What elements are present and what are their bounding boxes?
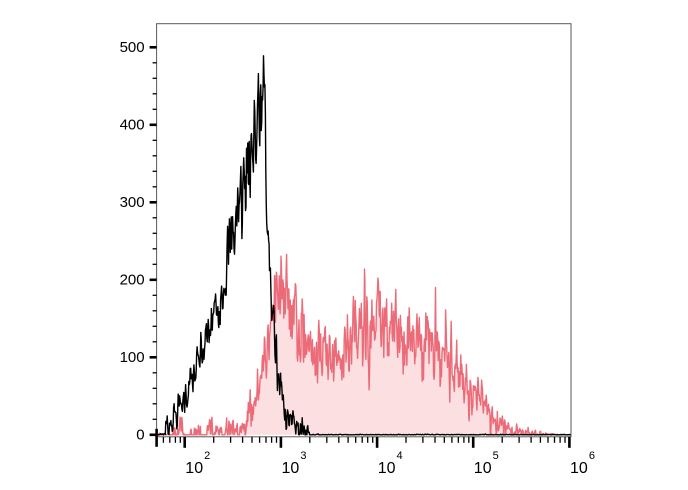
svg-text:2: 2 [204,450,210,462]
svg-text:6: 6 [589,450,595,462]
svg-text:100: 100 [120,349,145,366]
svg-text:10: 10 [570,460,588,477]
svg-text:4: 4 [397,450,403,462]
svg-text:3: 3 [300,450,306,462]
svg-text:10: 10 [185,460,203,477]
svg-text:10: 10 [282,460,300,477]
svg-text:10: 10 [474,460,492,477]
svg-text:300: 300 [120,194,145,211]
svg-text:500: 500 [120,39,145,56]
svg-text:5: 5 [493,450,499,462]
svg-text:200: 200 [120,271,145,288]
svg-text:400: 400 [120,116,145,133]
svg-text:0: 0 [136,426,144,443]
svg-text:10: 10 [378,460,396,477]
